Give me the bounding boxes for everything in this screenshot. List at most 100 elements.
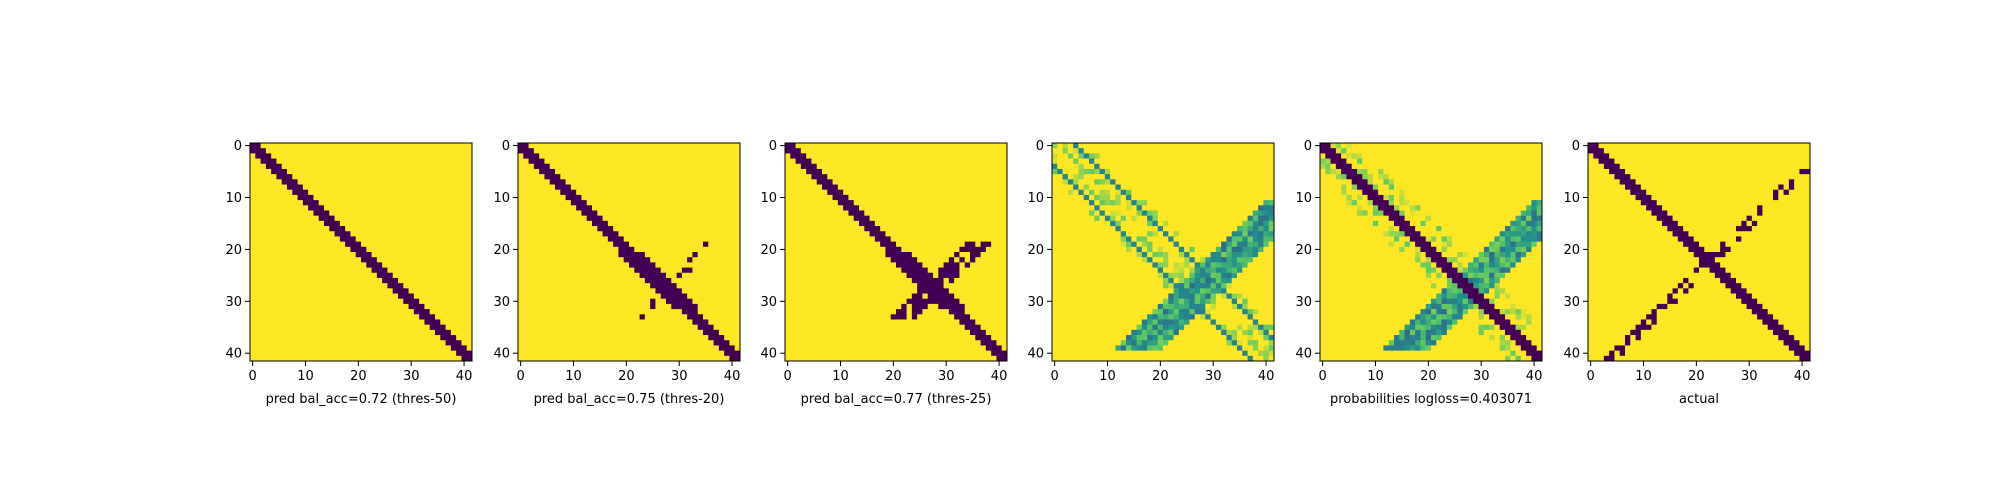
heatmap-cell [943,314,950,320]
heatmap-cell [800,205,807,211]
heatmap-cell [607,324,614,331]
heatmap-cell [339,205,346,211]
heatmap-cell [629,345,635,352]
heatmap-cell [629,252,635,258]
heatmap-cell [413,350,420,357]
heatmap-cell [843,283,849,289]
heatmap-cell [853,231,860,237]
heatmap-cell [403,257,410,263]
heatmap-cell [544,257,551,263]
heatmap-cell [634,153,641,160]
heatmap-cell [906,148,913,154]
heatmap-cell [435,277,441,284]
heatmap-cell [864,231,871,237]
heatmap-cell [276,267,283,274]
heatmap-cell [827,210,834,217]
heatmap-cell [874,163,881,170]
heatmap-cell [996,163,1003,170]
heatmap-cell [450,220,457,227]
heatmap-cell [403,335,410,341]
heatmap-cell [539,303,545,310]
heatmap-cell [650,236,656,243]
heatmap-cell [408,293,415,300]
heatmap-cell [466,319,473,326]
heatmap-cell [592,174,598,180]
heatmap-cell [943,163,950,170]
heatmap-cell [713,319,720,326]
heatmap-cell [734,153,741,160]
x-tick-label: 40 [724,369,741,384]
heatmap-cell [906,215,913,222]
heatmap-cell [996,231,1003,237]
heatmap-cell [795,174,802,180]
heatmap-cell [874,153,881,160]
heatmap-cell [827,168,834,175]
heatmap-cell [350,329,357,336]
heatmap-cell [676,324,683,331]
heatmap-cell [864,179,871,186]
heatmap-cell [681,143,688,149]
heatmap-cell [708,184,715,191]
heatmap-cell [618,303,625,310]
heatmap-cell [398,174,404,180]
heatmap-cell [948,215,955,222]
heatmap-cell [954,205,960,211]
heatmap-cell [697,319,704,326]
heatmap-cell [922,148,929,154]
heatmap-cell [387,314,394,320]
heatmap-cell [629,148,635,154]
heatmap-cell [880,200,886,206]
heatmap-cell [666,277,672,284]
heatmap-cell [549,246,556,253]
heatmap-cell [570,288,577,295]
heatmap-cell [560,309,567,315]
heatmap-cell [822,174,828,180]
heatmap-cell [339,267,346,274]
heatmap-cell [943,262,950,269]
heatmap-cell [287,283,293,289]
heatmap-cell [339,283,346,289]
heatmap-cell [896,283,902,289]
heatmap-cell [816,298,823,305]
heatmap-cell [602,194,609,201]
heatmap-cell [466,163,473,170]
heatmap-cell [408,340,415,346]
heatmap-cell [692,329,699,336]
heatmap-cell [1001,174,1008,180]
heatmap-cell [859,272,865,279]
heatmap-cell [324,252,330,258]
heatmap-cell [281,267,288,274]
heatmap-cell [837,226,844,232]
heatmap-cell [734,319,741,326]
heatmap-cell [271,158,277,165]
heatmap-cell [440,309,447,315]
heatmap-cell [329,262,336,269]
heatmap-cell [408,324,415,331]
heatmap-cell [549,329,556,336]
heatmap-cell [729,345,736,352]
heatmap-cell [586,168,593,175]
heatmap-cell [629,205,635,211]
heatmap-cell [729,257,736,263]
heatmap-cell [848,314,855,320]
heatmap-cell [265,200,272,206]
heatmap-cell [938,257,945,263]
heatmap-cell [917,262,923,269]
heatmap-cell [329,319,336,326]
heatmap-cell [922,174,929,180]
heatmap-cell [308,158,314,165]
heatmap-cell [424,309,431,315]
heatmap-cell [308,267,314,274]
heatmap-cell [250,293,256,300]
heatmap-cell [837,184,844,191]
heatmap-cell [959,267,966,274]
heatmap-cell [906,309,913,315]
heatmap-cell [419,148,425,154]
heatmap-cell [655,283,662,289]
heatmap-cell [618,252,625,258]
heatmap-cell [260,153,267,160]
heatmap-cell [371,267,378,274]
heatmap-cell [592,163,598,170]
heatmap-cell [544,272,551,279]
heatmap-cell [890,288,897,295]
